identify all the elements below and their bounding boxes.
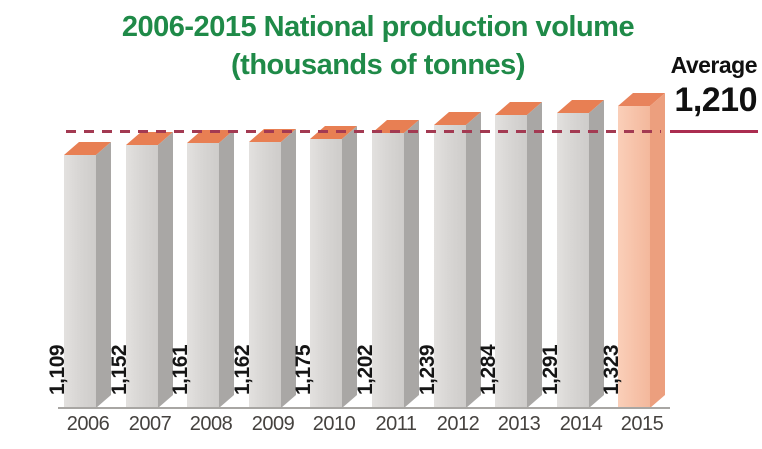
x-tick-label-2015: 2015 bbox=[620, 413, 664, 435]
bar-value-label-2006: 1,109 bbox=[46, 344, 69, 395]
bar-value-label-2014: 1,291 bbox=[539, 344, 562, 395]
bar-side-face-2012 bbox=[466, 112, 481, 408]
chart-title: 2006-2015 National production volume (th… bbox=[18, 8, 738, 84]
average-label: Average bbox=[670, 52, 758, 78]
bar-top-face-2006 bbox=[64, 142, 111, 155]
bar-side-face-2008 bbox=[219, 130, 234, 408]
bar-top-face-2013 bbox=[495, 102, 542, 115]
bar-top-face-2012 bbox=[434, 112, 481, 125]
bar-top-face-2015 bbox=[618, 93, 665, 106]
x-tick-label-2009: 2009 bbox=[251, 413, 295, 435]
bar-top-face-2008 bbox=[187, 130, 234, 143]
bar-front-face-2009 bbox=[249, 142, 281, 408]
x-tick-label-2010: 2010 bbox=[312, 413, 356, 435]
x-tick-label-2012: 2012 bbox=[436, 413, 480, 435]
x-tick-label-2011: 2011 bbox=[375, 413, 417, 435]
average-value: 1,210 bbox=[674, 81, 757, 119]
bar-side-face-2007 bbox=[158, 132, 173, 408]
bar-front-face-2015 bbox=[618, 106, 650, 408]
bar-value-label-2008: 1,161 bbox=[169, 344, 192, 395]
average-dashed-line bbox=[66, 130, 661, 133]
bar-side-face-2010 bbox=[342, 126, 357, 408]
x-tick-label-2007: 2007 bbox=[128, 413, 172, 435]
bar-front-face-2013 bbox=[495, 115, 527, 408]
x-tick-label-2013: 2013 bbox=[497, 413, 541, 435]
bar-value-label-2007: 1,152 bbox=[108, 344, 131, 395]
bar-side-face-2006 bbox=[96, 142, 111, 408]
bar-front-face-2014 bbox=[557, 113, 589, 408]
x-tick-label-2014: 2014 bbox=[559, 413, 603, 435]
bar-front-face-2007 bbox=[126, 145, 158, 408]
bar-side-face-2011 bbox=[404, 120, 419, 408]
bar-side-face-2013 bbox=[527, 102, 542, 408]
bar-value-label-2015: 1,323 bbox=[600, 344, 623, 395]
bar-front-face-2010 bbox=[310, 139, 342, 408]
average-value-underline bbox=[670, 130, 758, 133]
bar-front-face-2008 bbox=[187, 143, 219, 408]
x-tick-label-2006: 2006 bbox=[66, 413, 110, 435]
bar-value-label-2010: 1,175 bbox=[292, 344, 315, 395]
bar-side-face-2014 bbox=[589, 100, 604, 408]
chart-title-line2: (thousands of tonnes) bbox=[231, 49, 525, 81]
bar-side-face-2009 bbox=[281, 129, 296, 408]
chart-title-line1: 2006-2015 National production volume bbox=[121, 11, 635, 43]
bar-value-label-2009: 1,162 bbox=[231, 344, 254, 395]
bar-front-face-2011 bbox=[372, 133, 404, 408]
bar-value-label-2013: 1,284 bbox=[477, 344, 500, 395]
x-tick-label-2008: 2008 bbox=[189, 413, 233, 435]
average-annotation: Average 1,210 bbox=[670, 52, 758, 119]
bar-top-face-2014 bbox=[557, 100, 604, 113]
bar-front-face-2012 bbox=[434, 125, 466, 408]
bar-front-face-2006 bbox=[64, 155, 96, 408]
bar-top-face-2011 bbox=[372, 120, 419, 133]
x-axis-line bbox=[58, 407, 670, 409]
bar-side-face-2015 bbox=[650, 93, 665, 408]
bar-value-label-2012: 1,239 bbox=[416, 344, 439, 395]
bar-top-face-2007 bbox=[126, 132, 173, 145]
bar-value-label-2011: 1,202 bbox=[354, 344, 377, 395]
